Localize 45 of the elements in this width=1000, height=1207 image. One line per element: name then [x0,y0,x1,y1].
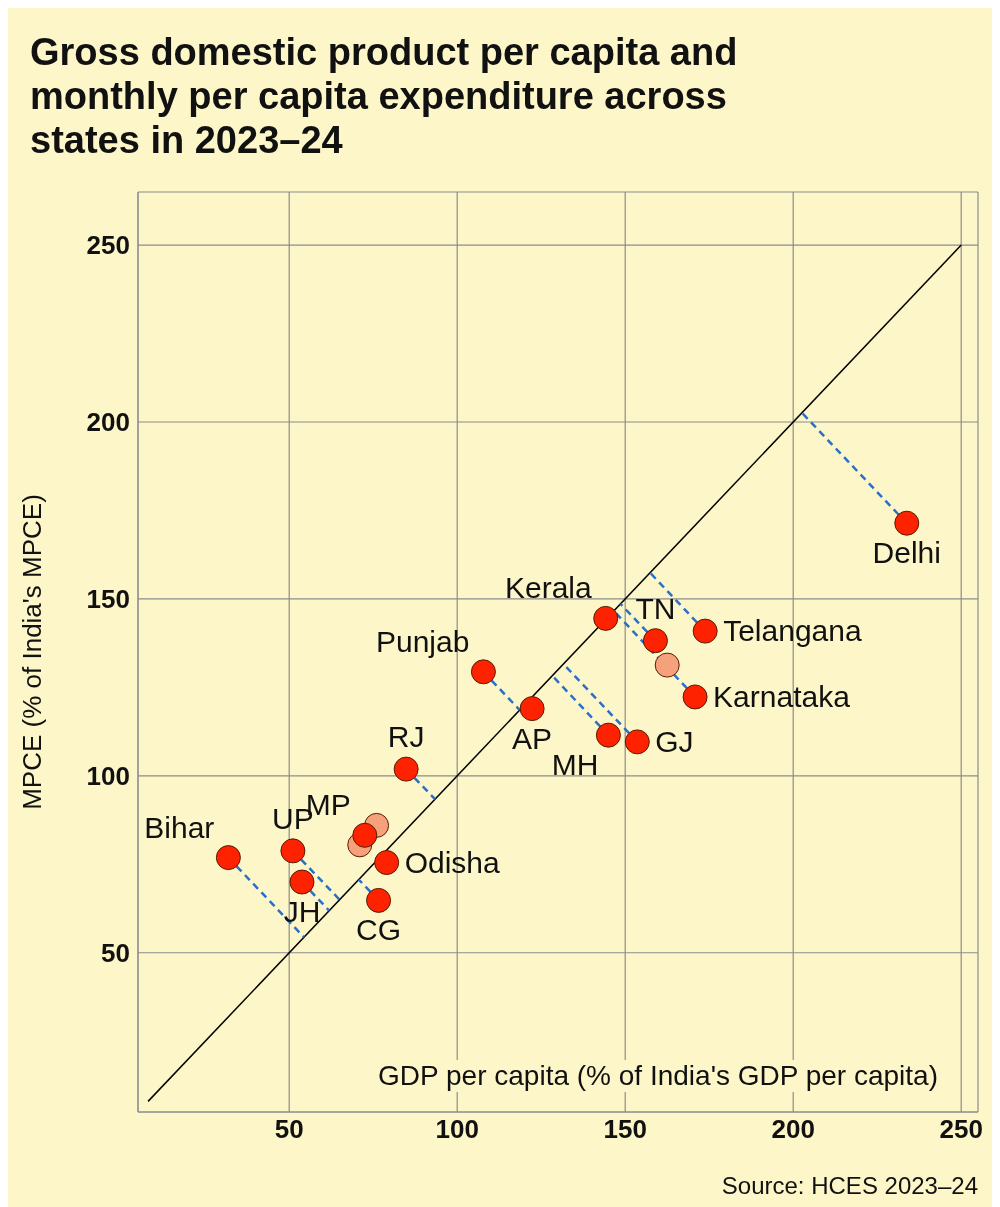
x-tick-label: 150 [603,1114,647,1145]
y-tick-label: 100 [86,761,130,792]
point [366,887,392,913]
series-label: CG [356,913,402,947]
series-label: JH [283,895,321,928]
series-label: Bihar [144,810,215,844]
point [692,618,718,644]
series-label: RJ [387,720,425,754]
series-label: TN [635,591,676,625]
series-label: Karnataka [713,679,851,713]
point [280,838,306,864]
point [352,822,378,848]
source-note: Source: HCES 2023–24 [720,1172,979,1200]
x-tick-label: 100 [435,1114,479,1145]
series-label: Delhi [872,536,941,570]
series-label: Telangana [723,614,862,648]
point [374,850,400,876]
point [894,510,920,536]
y-axis-title: MPCE (% of India's MPCE) [17,494,48,810]
point [682,684,708,710]
point [470,659,496,685]
point [654,652,680,678]
y-tick-label: 50 [101,938,130,968]
x-axis-title: GDP per capita (% of India's GDP per capita) [374,1060,942,1092]
point [289,869,315,895]
series-label: MH [551,748,599,782]
point [593,605,619,631]
y-tick-label: 150 [86,584,130,615]
series-label: AP [512,721,553,755]
y-tick-label: 200 [86,407,130,438]
point [393,756,419,782]
x-tick-label: 250 [939,1114,983,1145]
series-label: Punjab [375,624,470,658]
y-tick-label: 250 [86,230,130,261]
point [642,628,668,654]
chart-title: Gross domestic product per capita and monthly per capita expenditure across states in 2023–24 [29,30,739,163]
x-tick-label: 50 [274,1114,304,1145]
point [215,845,241,871]
series-label: GJ [655,724,694,758]
series-label: Odisha [404,845,501,879]
point [595,722,621,748]
point [519,696,545,722]
series-label: Kerala [504,571,593,605]
x-tick-label: 200 [771,1114,815,1145]
point [624,729,650,755]
